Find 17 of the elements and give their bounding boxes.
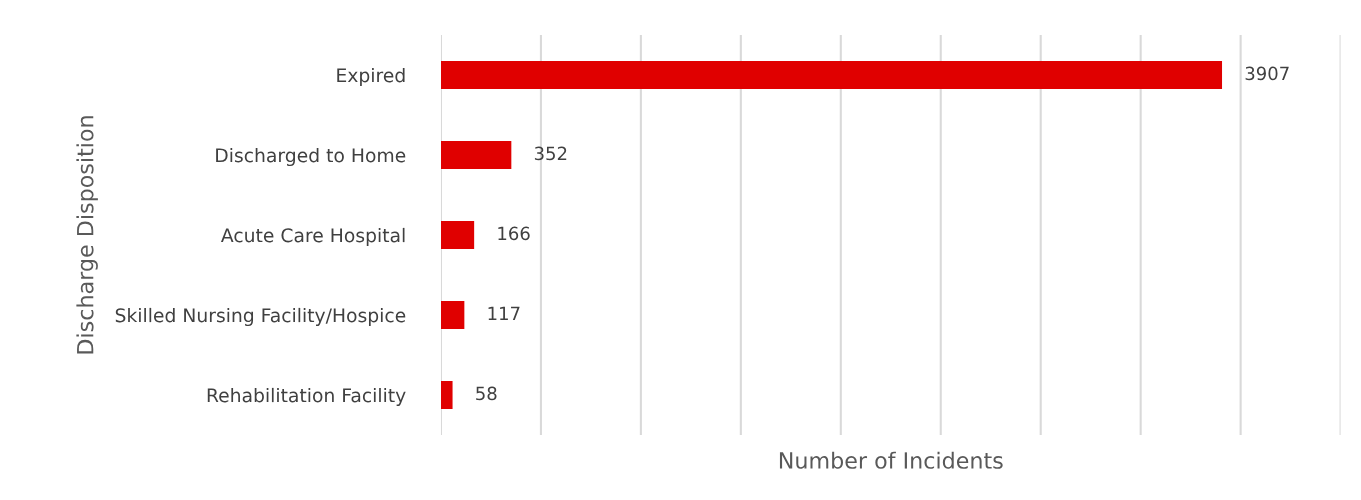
y-tick-label: Expired bbox=[337, 67, 405, 87]
bar bbox=[440, 61, 1223, 89]
y-tick-label: Discharged to Home bbox=[216, 147, 406, 167]
data-label: 117 bbox=[488, 306, 520, 320]
y-axis-title: Discharge Disposition bbox=[76, 116, 98, 354]
data-label: 3907 bbox=[1245, 66, 1289, 81]
bar bbox=[440, 381, 453, 409]
x-axis-title: Number of Incidents bbox=[779, 451, 1003, 469]
y-tick-label: Rehabilitation Facility bbox=[207, 387, 406, 407]
data-label: 58 bbox=[476, 386, 497, 401]
data-label: 352 bbox=[534, 146, 567, 161]
bar bbox=[440, 301, 465, 329]
y-tick-label: Skilled Nursing Facility/Hospice bbox=[115, 307, 406, 327]
bar bbox=[440, 221, 475, 249]
bar bbox=[440, 141, 512, 169]
y-tick-label: Acute Care Hospital bbox=[220, 227, 405, 247]
data-label: 166 bbox=[498, 226, 530, 241]
